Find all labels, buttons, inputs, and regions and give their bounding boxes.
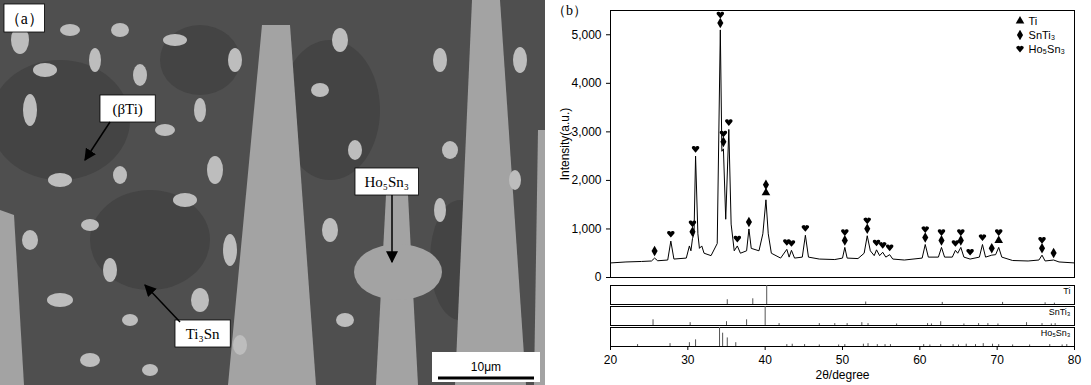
svg-text:Ti₃Sn: Ti₃Sn	[186, 326, 220, 342]
svg-text:Ho₅Sn₃: Ho₅Sn₃	[1041, 328, 1071, 338]
svg-text:Ho₅Sn₃: Ho₅Sn₃	[364, 174, 409, 190]
html-text:Ti: Ti	[1028, 15, 1038, 27]
svg-text:Intensity(a.u.): Intensity(a.u.)	[558, 108, 572, 181]
svg-text:3,000: 3,000	[571, 125, 601, 139]
svg-text:(βTi): (βTi)	[112, 101, 142, 118]
svg-text:2θ/degree: 2θ/degree	[815, 368, 869, 382]
svg-text:2,000: 2,000	[571, 173, 601, 187]
svg-text:40: 40	[758, 353, 772, 367]
svg-text:30: 30	[681, 353, 695, 367]
svg-text:1,000: 1,000	[571, 222, 601, 236]
svg-text:SnTi₃: SnTi₃	[1049, 307, 1071, 317]
html-text:SnTi₃: SnTi₃	[1028, 29, 1056, 41]
html-text:（b）: （b）	[552, 3, 587, 18]
svg-text:5,000: 5,000	[571, 28, 601, 42]
svg-text:（a）: （a）	[5, 10, 44, 27]
svg-text:0: 0	[595, 270, 602, 284]
svg-text:20: 20	[604, 353, 618, 367]
html-text:Ho₅Sn₃: Ho₅Sn₃	[1028, 43, 1065, 55]
svg-text:60: 60	[913, 353, 927, 367]
svg-text:50: 50	[836, 353, 850, 367]
svg-text:70: 70	[990, 353, 1004, 367]
svg-text:80: 80	[1068, 353, 1082, 367]
svg-text:4,000: 4,000	[571, 76, 601, 90]
svg-text:10μm: 10μm	[471, 360, 501, 374]
svg-text:Ti: Ti	[1063, 286, 1070, 296]
